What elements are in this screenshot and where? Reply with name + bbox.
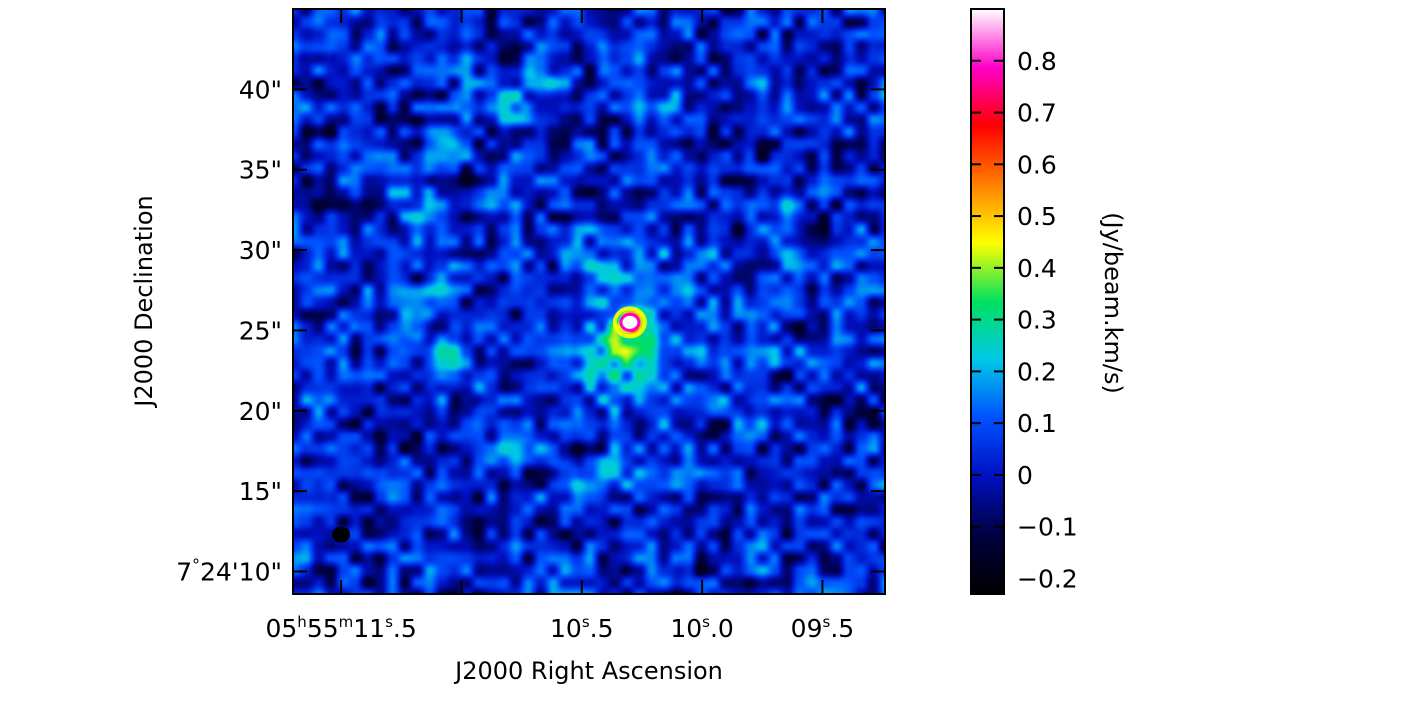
plot-frame [292, 8, 886, 595]
colorbar-tick-label: 0.1 [1017, 409, 1057, 438]
colorbar-ticks: −0.2 −0.1 0 0.1 0.2 0.3 0.4 0.5 0.6 0.7 0.8 [971, 47, 1078, 593]
y-tick-label: 30" [239, 236, 282, 265]
x-axis-ticks: 05h55m11s.5 10s.5 10s.0 09s.5 [265, 9, 854, 643]
peak-halo [612, 306, 647, 339]
x-tick-label: 10s.5 [550, 613, 614, 643]
colorbar [970, 8, 1005, 595]
y-tick-label: 15" [239, 477, 282, 506]
colorbar-tick-label: 0 [1017, 461, 1033, 490]
x-axis-title: J2000 Right Ascension [453, 657, 723, 685]
colorbar-tick-label: 0.7 [1017, 99, 1057, 128]
colorbar-tick-label: 0.4 [1017, 254, 1057, 283]
y-tick-label: 35" [239, 156, 282, 185]
x-tick-label: 10s.0 [670, 613, 734, 643]
intensity-map [293, 9, 885, 594]
colorbar-tick-label: 0.5 [1017, 202, 1057, 231]
colorbar-tick-label: −0.1 [1017, 513, 1078, 542]
peak-emission [619, 312, 641, 332]
colorbar-tick-label: 0.8 [1017, 47, 1057, 76]
colorbar-tick-label: 0.3 [1017, 306, 1057, 335]
x-tick-label: 05h55m11s.5 [265, 613, 416, 643]
y-axis-title: J2000 Declination [130, 195, 158, 408]
intensity-image [293, 9, 885, 594]
beam-ellipse [332, 526, 351, 543]
y-axis-ticks: 7°24'10" 15" 20" 25" 30" 35" 40" [176, 75, 885, 587]
y-tick-label: 40" [239, 75, 282, 104]
colorbar-tick-label: 0.6 [1017, 150, 1057, 179]
x-tick-label: 09s.5 [791, 613, 855, 643]
colorbar-title: (Jy/beam.km/s) [1099, 212, 1127, 394]
y-tick-label: 7°24'10" [176, 556, 282, 587]
y-tick-label: 25" [239, 316, 282, 345]
colorbar-tick-label: 0.2 [1017, 357, 1057, 386]
y-tick-label: 20" [239, 397, 282, 426]
colorbar-tick-label: −0.2 [1017, 564, 1078, 593]
